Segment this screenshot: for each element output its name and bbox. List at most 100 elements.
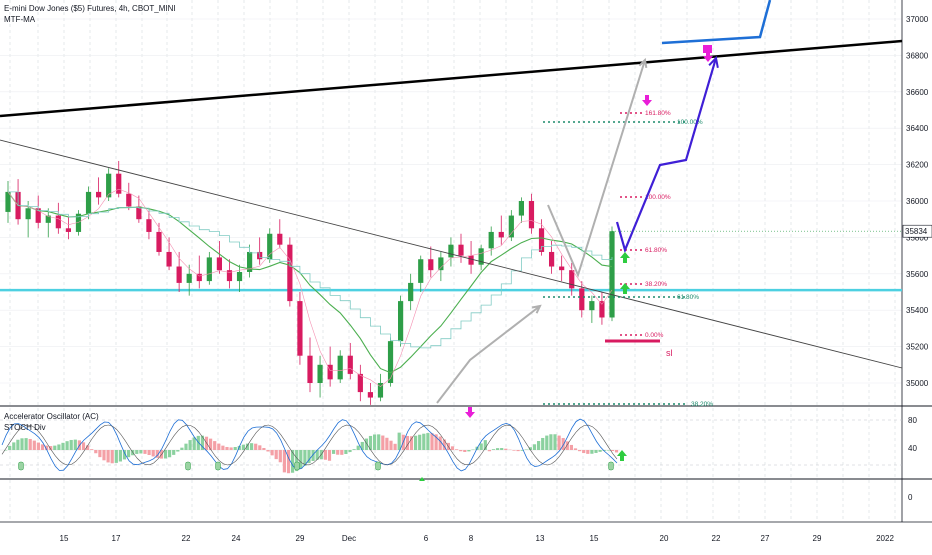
- candle-body: [56, 216, 61, 229]
- oscillator-bar: [57, 444, 60, 450]
- oscillator-bar: [234, 447, 237, 450]
- oscillator-bar: [262, 448, 265, 450]
- oscillator-bar: [549, 434, 552, 450]
- candle-body: [398, 301, 403, 341]
- candle-body: [519, 201, 524, 216]
- oscillator-bar: [541, 438, 544, 450]
- oscillator-bar: [12, 442, 15, 450]
- oscillator-bar: [172, 450, 175, 455]
- candle-body: [187, 274, 192, 283]
- oscillator-bar: [599, 450, 602, 452]
- indicator-label[interactable]: MTF-MA: [4, 15, 35, 24]
- oscillator-bar: [20, 438, 23, 450]
- last-price-label: 35834: [905, 227, 928, 236]
- oscillator-bar: [324, 450, 327, 460]
- oscillator-signal-marker: [216, 462, 221, 470]
- fib-level-label: 161.80%: [645, 110, 671, 117]
- oscillator-bar: [558, 436, 561, 450]
- oscillator-bar: [94, 450, 97, 453]
- oscillator-bar: [213, 441, 216, 450]
- time-tick-label: 22: [182, 534, 191, 543]
- oscillator-bar: [594, 450, 597, 453]
- oscillator-tick-label: 80: [908, 416, 917, 425]
- oscillator-bar: [184, 444, 187, 450]
- oscillator-bar: [115, 450, 118, 463]
- candle-body: [529, 201, 534, 228]
- candle-body: [156, 232, 161, 252]
- oscillator-bar: [615, 450, 618, 452]
- oscillator-bar: [480, 443, 483, 450]
- candle-body: [348, 356, 353, 374]
- candle-body: [569, 270, 574, 288]
- stop-loss-label: sl: [666, 348, 673, 358]
- oscillator-bar: [258, 445, 261, 450]
- oscillator-bar: [336, 450, 339, 455]
- oscillator-bar: [439, 436, 442, 450]
- candle-body: [468, 256, 473, 265]
- candle-body: [66, 228, 71, 232]
- oscillator-signal-marker: [19, 462, 24, 470]
- candle-body: [499, 232, 504, 237]
- candle-body: [448, 245, 453, 258]
- oscillator-title[interactable]: Accelerator Oscillator (AC): [4, 412, 99, 421]
- fib-level-label: 0.00%: [645, 332, 664, 339]
- candle-body: [177, 267, 182, 283]
- candle-body: [599, 301, 604, 317]
- candle-body: [358, 374, 363, 392]
- oscillator-bar: [221, 446, 224, 450]
- oscillator-bar: [287, 450, 290, 473]
- oscillator-bar: [25, 438, 28, 450]
- price-tick-label: 36400: [906, 124, 929, 133]
- candle-body: [287, 245, 292, 301]
- oscillator-bar: [512, 450, 515, 451]
- oscillator-bar: [451, 446, 454, 450]
- price-tick-label: 35200: [906, 343, 929, 352]
- target-line: [662, 0, 770, 43]
- oscillator-bar: [61, 443, 64, 450]
- oscillator-bar: [41, 444, 44, 450]
- oscillator-bar: [553, 434, 556, 450]
- candle-body: [86, 192, 91, 214]
- oscillator-bar: [230, 447, 233, 450]
- oscillator-bar: [373, 434, 376, 450]
- oscillator-bar: [33, 441, 36, 450]
- candle-body: [408, 283, 413, 301]
- oscillator-bar: [582, 450, 585, 453]
- oscillator-bar: [459, 450, 462, 451]
- oscillator-tick-label: 40: [908, 444, 917, 453]
- candle-body: [428, 259, 433, 270]
- stoch-k-line: [2, 419, 617, 471]
- time-tick-label: 2022: [876, 534, 894, 543]
- gray-arrow-upper: [548, 60, 645, 275]
- price-tick-label: 36000: [906, 197, 929, 206]
- time-tick-label: 17: [112, 534, 121, 543]
- fib-level-label: 38.20%: [691, 401, 713, 408]
- candle-body: [418, 259, 423, 283]
- oscillator-bar: [455, 449, 458, 450]
- oscillator-bar: [271, 450, 274, 455]
- oscillator-bar: [127, 450, 130, 457]
- oscillator-bar: [504, 449, 507, 450]
- oscillator-signal-marker: [186, 462, 191, 470]
- oscillator-bar: [328, 450, 331, 461]
- price-tick-label: 37000: [906, 15, 929, 24]
- oscillator-bar: [66, 441, 69, 450]
- gray-arrow-lower: [437, 306, 540, 403]
- green-up-arrow-icon: [617, 450, 627, 461]
- oscillator-bar: [111, 450, 114, 463]
- candle-body: [146, 219, 151, 232]
- oscillator-bar: [430, 433, 433, 450]
- candle-body: [237, 272, 242, 281]
- oscillator-bar: [180, 448, 183, 450]
- oscillator-bar: [353, 449, 356, 450]
- candle-body: [317, 365, 322, 383]
- fib-level-label: 38.20%: [645, 281, 667, 288]
- oscillator-subtitle[interactable]: STOCH Div: [4, 423, 46, 432]
- time-tick-label: 27: [761, 534, 770, 543]
- oscillator-bar: [152, 450, 155, 456]
- oscillator-bar: [279, 450, 282, 462]
- time-tick-label: 15: [590, 534, 599, 543]
- oscillator-bar: [164, 450, 167, 458]
